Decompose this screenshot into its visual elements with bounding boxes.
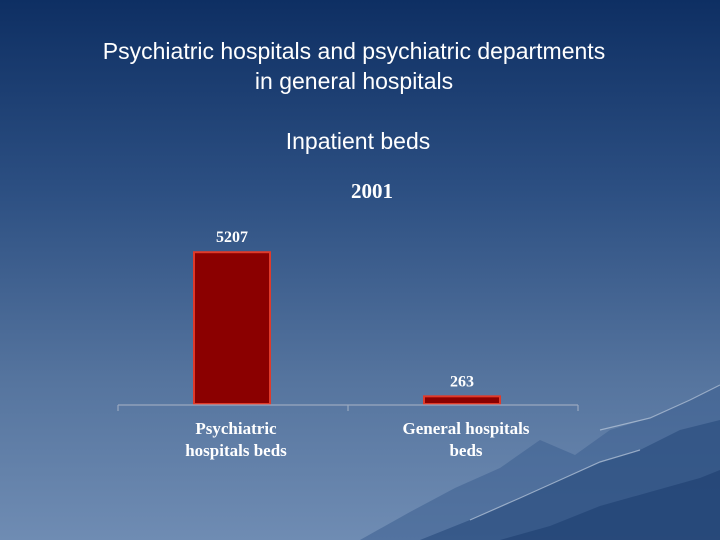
data-label: 263 — [450, 373, 474, 390]
chart-title: 2001 — [351, 179, 393, 203]
slide-title-line-1: Psychiatric hospitals and psychiatric de… — [102, 38, 606, 64]
slide-title-line-2: in general hospitals — [254, 68, 454, 94]
slide-title: Psychiatric hospitals and psychiatric de… — [0, 36, 708, 96]
category-label: Psychiatric hospitals beds — [185, 419, 287, 460]
category-label: General hospitals beds — [402, 419, 529, 460]
bar — [193, 251, 271, 405]
bar — [423, 395, 501, 406]
data-label: 5207 — [216, 229, 248, 246]
slide-subtitle: Inpatient beds — [285, 128, 431, 154]
